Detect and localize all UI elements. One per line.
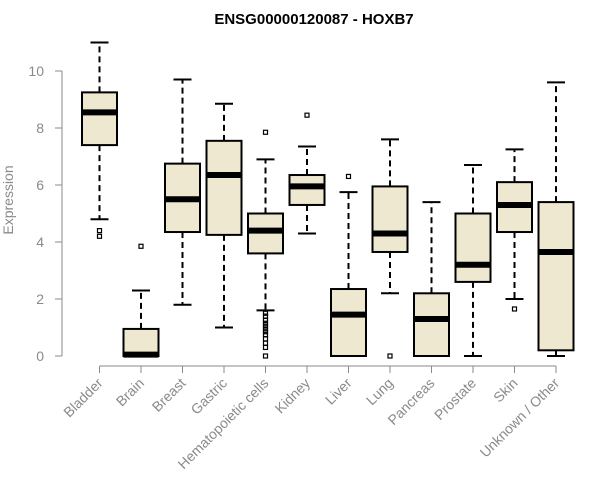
box-lung — [371, 138, 409, 359]
box-hematopoietic-cells — [247, 129, 284, 359]
chart-title: ENSG00000120087 - HOXB7 — [214, 11, 413, 28]
box-iqr — [454, 212, 492, 283]
y-tick-label: 6 — [36, 177, 44, 193]
outlier-point — [262, 310, 269, 316]
x-tick-label: Lung — [363, 375, 396, 408]
outlier-point — [262, 317, 269, 323]
x-tick-label: Skin — [490, 375, 521, 406]
box-brain — [122, 243, 160, 358]
y-axis: 0 2 4 6 8 10 — [28, 63, 63, 364]
outlier-point — [262, 320, 269, 326]
box-iqr — [371, 185, 409, 253]
outlier-point — [262, 353, 269, 359]
x-tick-label: Brain — [113, 375, 147, 409]
y-axis-label: Expression — [0, 165, 16, 234]
box-iqr — [537, 201, 575, 352]
box-skin — [496, 148, 533, 312]
outlier-point — [138, 243, 144, 249]
box-kidney — [288, 112, 326, 235]
x-tick-label: Liver — [322, 375, 355, 408]
outlier-point — [262, 329, 269, 335]
box-liver — [330, 173, 367, 357]
x-tick-label: Bladder — [60, 375, 106, 421]
outlier-point — [387, 353, 393, 359]
box-iqr — [122, 327, 160, 357]
box-pancreas — [413, 201, 450, 357]
outlier-point — [262, 336, 269, 342]
box-bladder — [81, 41, 118, 239]
y-tick-label: 4 — [36, 234, 44, 250]
outlier-point — [96, 233, 103, 239]
box-iqr — [330, 288, 367, 357]
outlier-point — [345, 173, 352, 180]
box-unknown-other — [537, 81, 575, 357]
boxes-group — [81, 41, 575, 359]
outlier-point — [304, 112, 310, 118]
box-prostate — [454, 164, 492, 357]
box-iqr — [288, 174, 326, 206]
y-tick-label: 8 — [36, 120, 44, 136]
outlier-point — [262, 340, 269, 346]
y-tick-label: 2 — [36, 291, 44, 307]
box-iqr — [205, 139, 243, 236]
outlier-point — [262, 323, 269, 329]
y-tick-label: 0 — [36, 348, 44, 364]
outlier-point — [262, 326, 269, 332]
box-iqr — [81, 91, 118, 147]
box-breast — [164, 78, 201, 306]
outlier-point — [262, 344, 269, 351]
x-tick-label: Prostate — [431, 375, 479, 423]
y-tick-label: 10 — [28, 63, 44, 79]
outlier-point — [511, 306, 518, 312]
outlier-point — [96, 228, 103, 234]
box-iqr — [413, 292, 450, 357]
box-gastric — [205, 102, 243, 329]
x-tick-label: Kidney — [272, 375, 314, 417]
x-tick-label: Unknown / Other — [477, 375, 563, 461]
outlier-point — [262, 129, 269, 135]
x-tick-label: Breast — [149, 375, 189, 415]
